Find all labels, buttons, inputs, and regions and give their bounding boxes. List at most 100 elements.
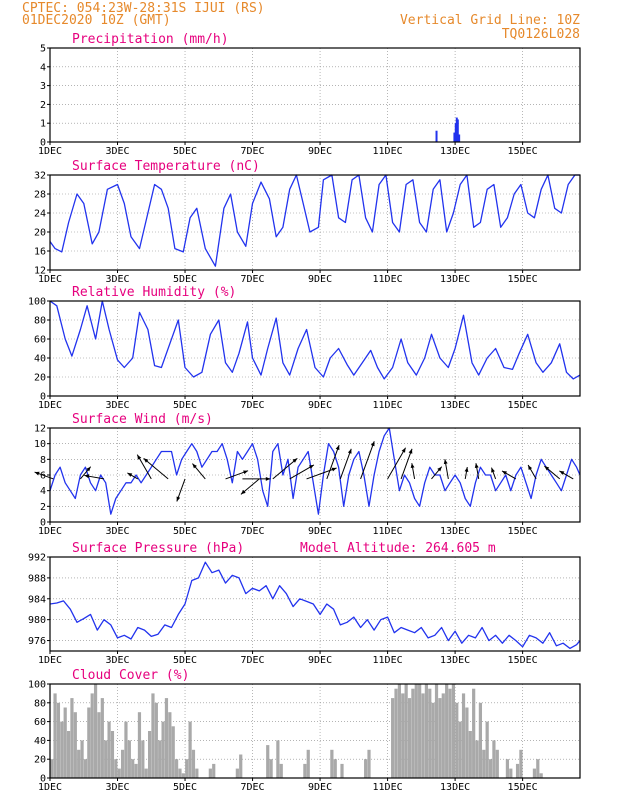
- cloud-bar: [539, 773, 543, 778]
- y-tick-label: 40: [34, 354, 46, 365]
- wind-arrow-head: [464, 467, 469, 472]
- x-tick-label: 1DEC: [38, 526, 62, 537]
- cloud-bar: [144, 768, 148, 778]
- y-tick-label: 12: [34, 424, 46, 435]
- cloud-bar: [110, 731, 115, 778]
- model-label: TQ0126L028: [502, 27, 580, 42]
- y-tick-label: 20: [34, 228, 46, 239]
- x-tick-label: 13DEC: [440, 526, 470, 537]
- wind-arrow-head: [502, 470, 507, 475]
- wind-arrow-head: [331, 467, 337, 472]
- cloud-bar: [401, 693, 405, 778]
- cloud-bar: [266, 745, 270, 778]
- cloud-bar: [509, 768, 513, 778]
- cloud-bar: [212, 763, 216, 778]
- cloud-bar: [174, 759, 179, 778]
- cloud-bar: [303, 763, 307, 778]
- cloud-bar: [93, 684, 98, 778]
- wind-arrow-head: [410, 463, 415, 468]
- cloud-bar: [421, 693, 425, 778]
- precip-panel: 0 1 2 3 4 5 1DEC 3DEC 5DEC 7DEC 9DEC 11DEC 13DEC 15DE…: [38, 32, 581, 157]
- wind-arrow-head: [347, 448, 352, 454]
- precip-title: Precipitation (mm/h): [72, 32, 229, 47]
- cloud-bar: [434, 684, 439, 778]
- rh-panel: 0 20 40 60 80 100 1DEC 3DEC 5DEC 7DEC 9DEC 11DEC 13D…: [28, 285, 581, 411]
- cloud-bar: [60, 721, 64, 778]
- cloud-title: Cloud Cover (%): [72, 668, 189, 683]
- wind-arrow-shaft: [289, 464, 315, 480]
- y-tick-label: 100: [28, 680, 46, 691]
- x-tick-label: 3DEC: [105, 146, 129, 157]
- wind-arrow-shaft: [339, 448, 352, 480]
- y-tick-label: 60: [34, 335, 46, 346]
- wind-title: Surface Wind (m/s): [72, 412, 213, 427]
- precip-bar: [453, 132, 456, 142]
- cloud-bar: [465, 707, 469, 778]
- x-tick-label: 15DEC: [508, 655, 538, 666]
- x-tick-label: 5DEC: [173, 274, 197, 285]
- x-tick-label: 1DEC: [38, 400, 62, 411]
- y-tick-label: 10: [34, 439, 46, 450]
- cloud-bar: [164, 698, 169, 778]
- wind-arrow-shaft: [400, 448, 413, 480]
- x-tick-label: 5DEC: [173, 782, 197, 793]
- wind-arrow-head: [292, 458, 298, 463]
- cloud-bar: [330, 749, 334, 778]
- cloud-bar: [100, 698, 104, 778]
- x-tick-label: 7DEC: [241, 526, 265, 537]
- wind-arrow-shaft: [272, 457, 298, 480]
- x-tick-label: 5DEC: [173, 655, 197, 666]
- y-tick-label: 40: [34, 736, 46, 747]
- x-tick-label: 15DEC: [508, 274, 538, 285]
- cloud-bar: [445, 684, 449, 778]
- x-tick-label: 1DEC: [38, 146, 62, 157]
- wind-arrow-head: [408, 448, 413, 454]
- wind-arrow-shaft: [306, 467, 337, 480]
- x-tick-label: 9DEC: [308, 655, 332, 666]
- pres-panel: 976 980 984 988 992 1DEC 3DEC 5DEC 7DEC 9DEC 11DEC…: [28, 541, 581, 666]
- rh-title: Relative Humidity (%): [72, 285, 236, 300]
- wind-arrow-shaft: [326, 444, 340, 480]
- cloud-bar: [414, 684, 418, 778]
- cloud-bar: [461, 693, 466, 778]
- cloud-bar: [418, 684, 422, 778]
- wind-arrow-head: [528, 465, 533, 470]
- cloud-bar: [50, 759, 54, 778]
- cloud-bar: [407, 698, 412, 778]
- cloud-bar: [306, 749, 310, 778]
- cloud-bar: [66, 731, 71, 778]
- location-header: CPTEC: 054:23W-28:31S IJUI (RS): [22, 1, 265, 16]
- temp-series-line: [49, 174, 580, 267]
- wind-arrow-head: [84, 474, 90, 479]
- cloud-bar: [124, 721, 128, 778]
- y-tick-label: 988: [28, 573, 46, 584]
- wind-arrow-shaft: [387, 447, 407, 480]
- temp-frame: [49, 174, 581, 271]
- cloud-bar: [188, 721, 192, 778]
- cloud-bar: [56, 702, 61, 778]
- x-tick-label: 15DEC: [508, 146, 538, 157]
- cloud-bar: [391, 698, 395, 778]
- y-tick-label: 20: [34, 373, 46, 384]
- y-tick-label: 0: [40, 392, 46, 403]
- x-tick-label: 11DEC: [373, 526, 403, 537]
- cloud-bar: [485, 721, 489, 778]
- cloud-bar: [185, 759, 189, 778]
- y-tick-label: 16: [34, 247, 46, 258]
- wind-arrow-head: [243, 470, 249, 475]
- cloud-bar: [495, 749, 499, 778]
- x-tick-label: 7DEC: [241, 146, 265, 157]
- x-tick-label: 7DEC: [241, 400, 265, 411]
- cloud-bar: [438, 698, 442, 778]
- y-tick-label: 80: [34, 316, 46, 327]
- wind-arrow-head: [437, 466, 442, 472]
- model-altitude-label: Model Altitude: 264.605 m: [300, 541, 496, 556]
- y-tick-label: 0: [40, 138, 46, 149]
- cloud-bar: [488, 759, 493, 778]
- x-tick-label: 5DEC: [173, 146, 197, 157]
- x-tick-label: 13DEC: [440, 146, 470, 157]
- wind-arrow-head: [143, 458, 149, 463]
- cloud-bar: [151, 693, 155, 778]
- wind-arrow-head: [370, 441, 375, 447]
